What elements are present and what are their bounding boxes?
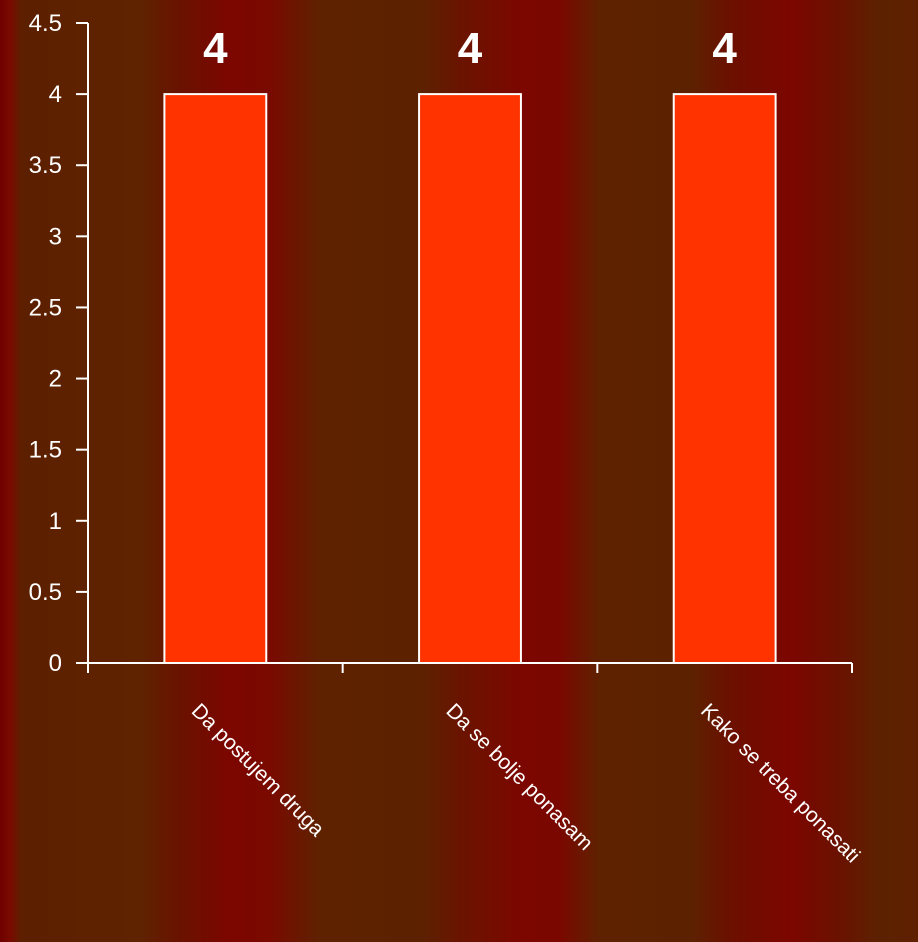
- x-axis: [87, 662, 853, 673]
- data-labels: 4 4 4: [203, 24, 737, 73]
- y-tick-label: 3: [49, 223, 62, 250]
- category-label: Da postujem druga: [187, 699, 329, 841]
- data-label: 4: [203, 24, 228, 73]
- bar: [163, 93, 268, 665]
- y-tick-label: 0: [49, 650, 62, 677]
- category-label: Da se bolje ponasam: [441, 699, 597, 855]
- y-axis: 0 0.5 1 1.5 2 2.5 3 3.5 4 4.5: [29, 10, 89, 677]
- data-label: 4: [458, 24, 483, 73]
- y-tick-label: 4.5: [29, 10, 62, 37]
- y-tick-label: 1: [49, 508, 62, 535]
- bar: [672, 93, 777, 665]
- category-label: Kako se treba ponasati: [696, 699, 864, 867]
- y-tick-label: 1.5: [29, 437, 62, 464]
- y-tick-label: 0.5: [29, 579, 62, 606]
- bars: [163, 93, 777, 665]
- y-tick-label: 3.5: [29, 152, 62, 179]
- bar: [418, 93, 522, 665]
- data-label: 4: [712, 24, 737, 73]
- y-tick-label: 2: [49, 366, 62, 393]
- y-tick-label: 4: [49, 81, 62, 108]
- category-labels: Da postujem druga Da se bolje ponasam Kako…: [187, 699, 864, 867]
- y-tick-label: 2.5: [29, 294, 62, 321]
